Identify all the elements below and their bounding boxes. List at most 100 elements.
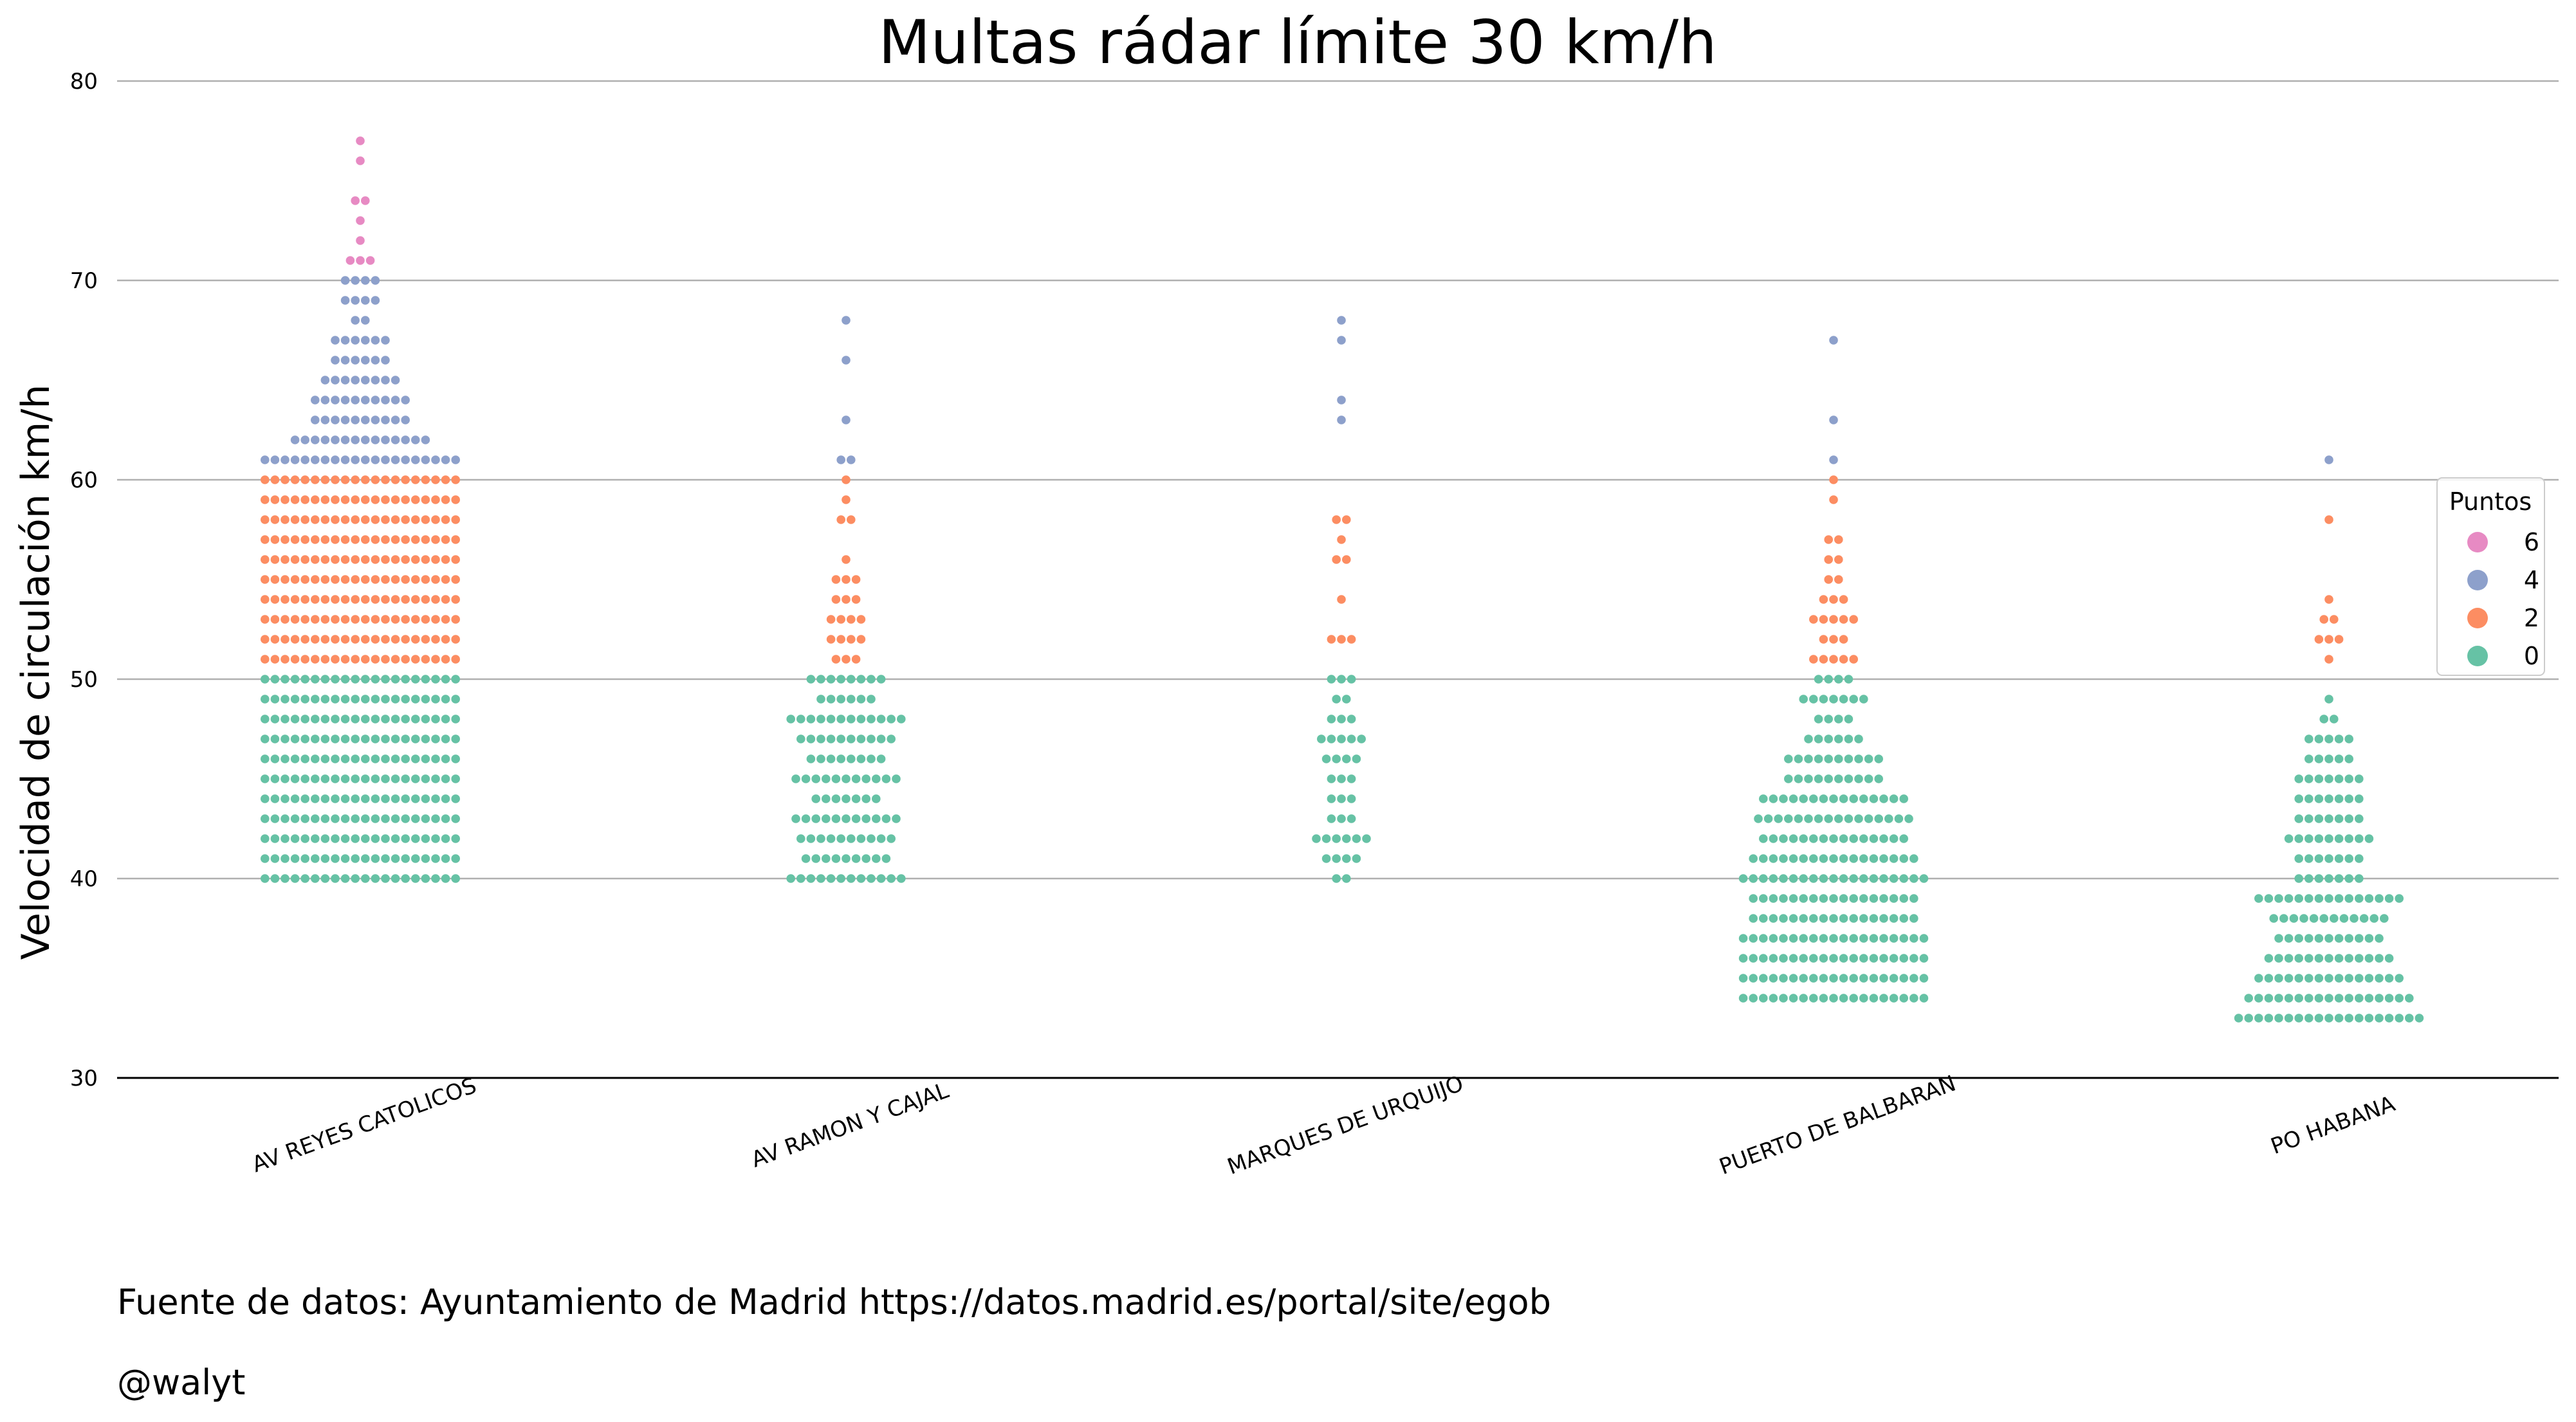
- data-point: [441, 715, 450, 724]
- data-point: [1829, 974, 1838, 983]
- data-point: [1859, 954, 1868, 963]
- data-point: [856, 635, 866, 644]
- data-point: [1779, 914, 1788, 923]
- data-point: [421, 515, 430, 524]
- data-point: [361, 196, 370, 205]
- data-point: [791, 774, 800, 783]
- data-point: [1814, 814, 1823, 823]
- data-point: [1337, 595, 1346, 604]
- data-point: [1332, 854, 1341, 863]
- data-point: [381, 475, 390, 484]
- data-point: [1774, 814, 1783, 823]
- data-point: [1799, 794, 1808, 803]
- y-tick-label: 60: [70, 468, 98, 493]
- data-point: [270, 854, 280, 863]
- data-point: [1809, 655, 1818, 664]
- data-point: [2269, 914, 2278, 923]
- data-point: [1337, 715, 1346, 724]
- data-point: [836, 695, 845, 704]
- data-point: [1799, 894, 1808, 903]
- data-point: [1769, 794, 1778, 803]
- data-point: [441, 874, 450, 883]
- data-point: [340, 575, 350, 584]
- data-point: [290, 655, 300, 664]
- data-point: [261, 715, 270, 724]
- data-point: [421, 774, 430, 783]
- data-point: [2305, 834, 2314, 843]
- data-point: [1859, 894, 1868, 903]
- data-point: [300, 615, 310, 624]
- data-point: [411, 834, 420, 843]
- data-point: [320, 834, 330, 843]
- data-point: [391, 595, 400, 604]
- data-point: [401, 814, 410, 823]
- data-point: [2334, 994, 2344, 1003]
- data-point: [361, 814, 370, 823]
- data-point: [1869, 934, 1879, 943]
- data-point: [431, 774, 440, 783]
- data-point: [1859, 695, 1868, 704]
- data-point: [411, 814, 420, 823]
- data-point: [281, 515, 290, 524]
- data-point: [1839, 834, 1848, 843]
- data-point: [331, 435, 340, 444]
- data-point: [371, 754, 380, 763]
- data-point: [361, 376, 370, 385]
- data-point: [290, 515, 300, 524]
- data-point: [1327, 814, 1336, 823]
- data-point: [391, 435, 400, 444]
- data-point: [847, 695, 856, 704]
- data-point: [331, 396, 340, 405]
- data-point: [842, 794, 851, 803]
- data-point: [836, 874, 845, 883]
- data-point: [361, 296, 370, 305]
- data-point: [331, 794, 340, 803]
- data-point: [2384, 1014, 2394, 1023]
- data-point: [831, 794, 841, 803]
- data-point: [2314, 954, 2324, 963]
- data-point: [381, 356, 390, 365]
- data-point: [411, 515, 420, 524]
- data-point: [1342, 874, 1351, 883]
- data-point: [441, 834, 450, 843]
- data-point: [2334, 774, 2344, 783]
- data-point: [401, 575, 410, 584]
- data-point: [836, 715, 845, 724]
- data-point: [1849, 794, 1858, 803]
- data-point: [1337, 316, 1346, 325]
- data-point: [421, 575, 430, 584]
- data-point: [826, 754, 836, 763]
- data-point: [356, 136, 365, 145]
- data-point: [1779, 974, 1788, 983]
- data-point: [1804, 754, 1813, 763]
- data-point: [831, 655, 841, 664]
- data-point: [381, 415, 390, 424]
- data-point: [1829, 635, 1838, 644]
- data-point: [320, 814, 330, 823]
- data-point: [2299, 914, 2308, 923]
- data-point: [371, 695, 380, 704]
- data-point: [451, 595, 460, 604]
- data-point: [1738, 994, 1748, 1003]
- data-point: [1859, 794, 1868, 803]
- data-point: [441, 814, 450, 823]
- data-point: [421, 854, 430, 863]
- data-point: [391, 376, 400, 385]
- data-point: [345, 256, 355, 265]
- data-point: [270, 774, 280, 783]
- data-point: [847, 754, 856, 763]
- data-point: [1749, 974, 1758, 983]
- data-point: [371, 515, 380, 524]
- data-point: [1814, 675, 1823, 684]
- data-point: [822, 794, 831, 803]
- data-point: [851, 575, 861, 584]
- data-point: [391, 396, 400, 405]
- data-point: [1829, 695, 1838, 704]
- data-point: [2324, 635, 2333, 644]
- data-point: [281, 615, 290, 624]
- data-point: [1819, 635, 1828, 644]
- data-point: [351, 475, 360, 484]
- data-point: [856, 615, 866, 624]
- data-point: [2369, 914, 2378, 923]
- data-point: [2405, 1014, 2414, 1023]
